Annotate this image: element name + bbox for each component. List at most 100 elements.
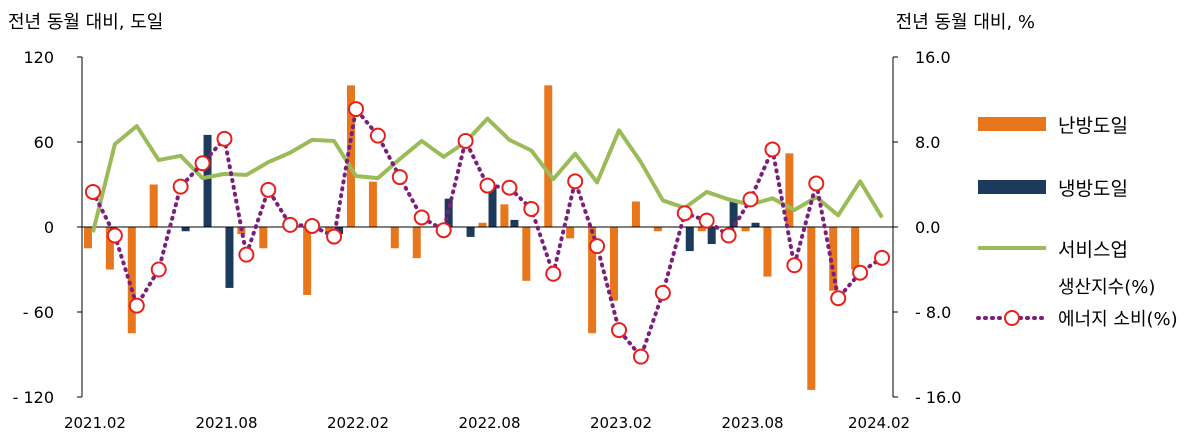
left-tick-label: - 60 [23,303,54,322]
energy-consumption-point [457,132,474,149]
energy-consumption-point [830,290,847,307]
x-tick-label: 2022.02 [327,414,389,432]
energy-consumption-point [676,205,693,222]
heating-bar [325,227,334,232]
energy-consumption-point [786,257,803,274]
energy-consumption-point [435,222,452,239]
legend-label-heating: 난방도일 [1058,115,1128,137]
heating-bar [500,204,509,227]
legend-label-energy: 에너지 소비(%) [1058,309,1178,330]
left-tick-label: 0 [44,218,54,237]
energy-consumption-point [326,228,343,245]
heating-bar [566,227,575,239]
cooling-bar [203,134,212,227]
heating-bar [390,227,399,249]
heating-bar [763,227,772,277]
cooling-bar [225,227,234,288]
heating-bar [478,222,487,227]
cooling-bar [510,219,519,227]
x-tick-label: 2021.02 [64,414,126,432]
legend-swatch-heating [978,117,1046,131]
heating-bar [829,227,838,291]
energy-consumption-point [764,141,781,158]
energy-consumption-point [567,173,584,190]
legend-label-service-line2: 생산지수(%) [1058,277,1155,298]
left-axis-title: 전년 동월 대비, 도일 [8,12,163,33]
plot-area: 120 60 0 - 60 - 120 16.0 8.0 0.0 - 8.0 - 16.0 2021… [13,48,962,432]
energy-consumption-point [808,175,825,192]
heating-bar [346,85,355,227]
energy-consumption-point [391,169,408,186]
energy-consumption-point [260,181,277,198]
left-tick-label: 120 [23,48,54,67]
heating-bar [631,201,640,227]
energy-consumption-point [238,246,255,263]
legend-swatch-cooling [978,180,1046,194]
energy-consumption-point [304,217,321,234]
energy-consumption-point [852,264,869,281]
left-tick-label: - 120 [13,388,54,407]
energy-consumption-point [84,183,101,200]
energy-consumption-point [172,178,189,195]
energy-consumption-point [523,200,540,217]
energy-consumption-point [106,227,123,244]
heating-bar [653,227,662,232]
cooling-bar [707,227,716,244]
right-axis-title: 전년 동월 대비, % [896,12,1035,33]
energy-consumption-point [874,249,891,266]
heating-bar [544,85,553,227]
heating-bar [610,227,619,301]
heating-bar [127,227,136,334]
heating-bar [149,184,158,227]
energy-consumption-point [611,322,628,339]
cooling-bar [181,227,190,232]
legend-label-service: 서비스업 [1058,239,1128,261]
energy-consumption-point [654,284,671,301]
energy-consumption-point [128,297,145,314]
x-tick-label: 2023.08 [722,414,784,432]
energy-consumption-point [501,179,518,196]
cooling-bar [466,227,475,237]
heating-bar [412,227,421,259]
heating-bar [259,227,268,249]
energy-consumption-point [589,238,606,255]
energy-consumption-point [413,209,430,226]
energy-consumption-point [194,155,211,172]
energy-consumption-point [698,212,715,229]
heating-bar [522,227,531,281]
x-tick-label: 2021.08 [195,414,257,432]
energy-consumption-point [720,227,737,244]
right-tick-label: 8.0 [915,133,940,152]
right-tick-label: 0.0 [915,218,940,237]
cooling-bar [729,201,738,227]
heating-bar [851,227,860,270]
energy-consumption-point [479,177,496,194]
energy-consumption-point [282,216,299,233]
right-tick-label: - 8.0 [915,303,951,322]
x-tick-label: 2022.08 [458,414,520,432]
heating-bar [588,227,597,334]
energy-consumption-point [216,130,233,147]
legend-marker-energy [1004,310,1020,326]
right-tick-label: - 16.0 [915,388,961,407]
heating-bar [807,227,816,390]
heating-bar [83,227,92,249]
energy-consumption-point [150,261,167,278]
cooling-bar [751,222,760,227]
heating-bar [741,227,750,232]
heating-bar [303,227,312,295]
x-tick-label: 2023.02 [590,414,652,432]
cooling-bar [685,227,694,252]
energy-consumption-point [545,265,562,282]
cooling-bar [488,187,497,227]
heating-bar [368,181,377,227]
energy-consumption-point [632,348,649,365]
legend-label-cooling: 냉방도일 [1058,178,1128,200]
energy-consumption-point [742,191,759,208]
heating-bar [697,227,706,232]
x-tick-label: 2024.02 [848,414,910,432]
energy-consumption-point [347,101,364,118]
heating-bar [105,227,114,270]
